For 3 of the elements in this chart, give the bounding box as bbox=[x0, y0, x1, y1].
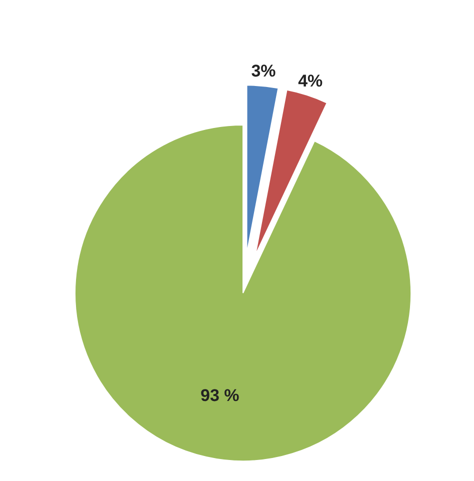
data-label: 93 % bbox=[200, 386, 240, 405]
data-label: 4% bbox=[298, 71, 323, 90]
data-label: 3% bbox=[251, 61, 276, 80]
